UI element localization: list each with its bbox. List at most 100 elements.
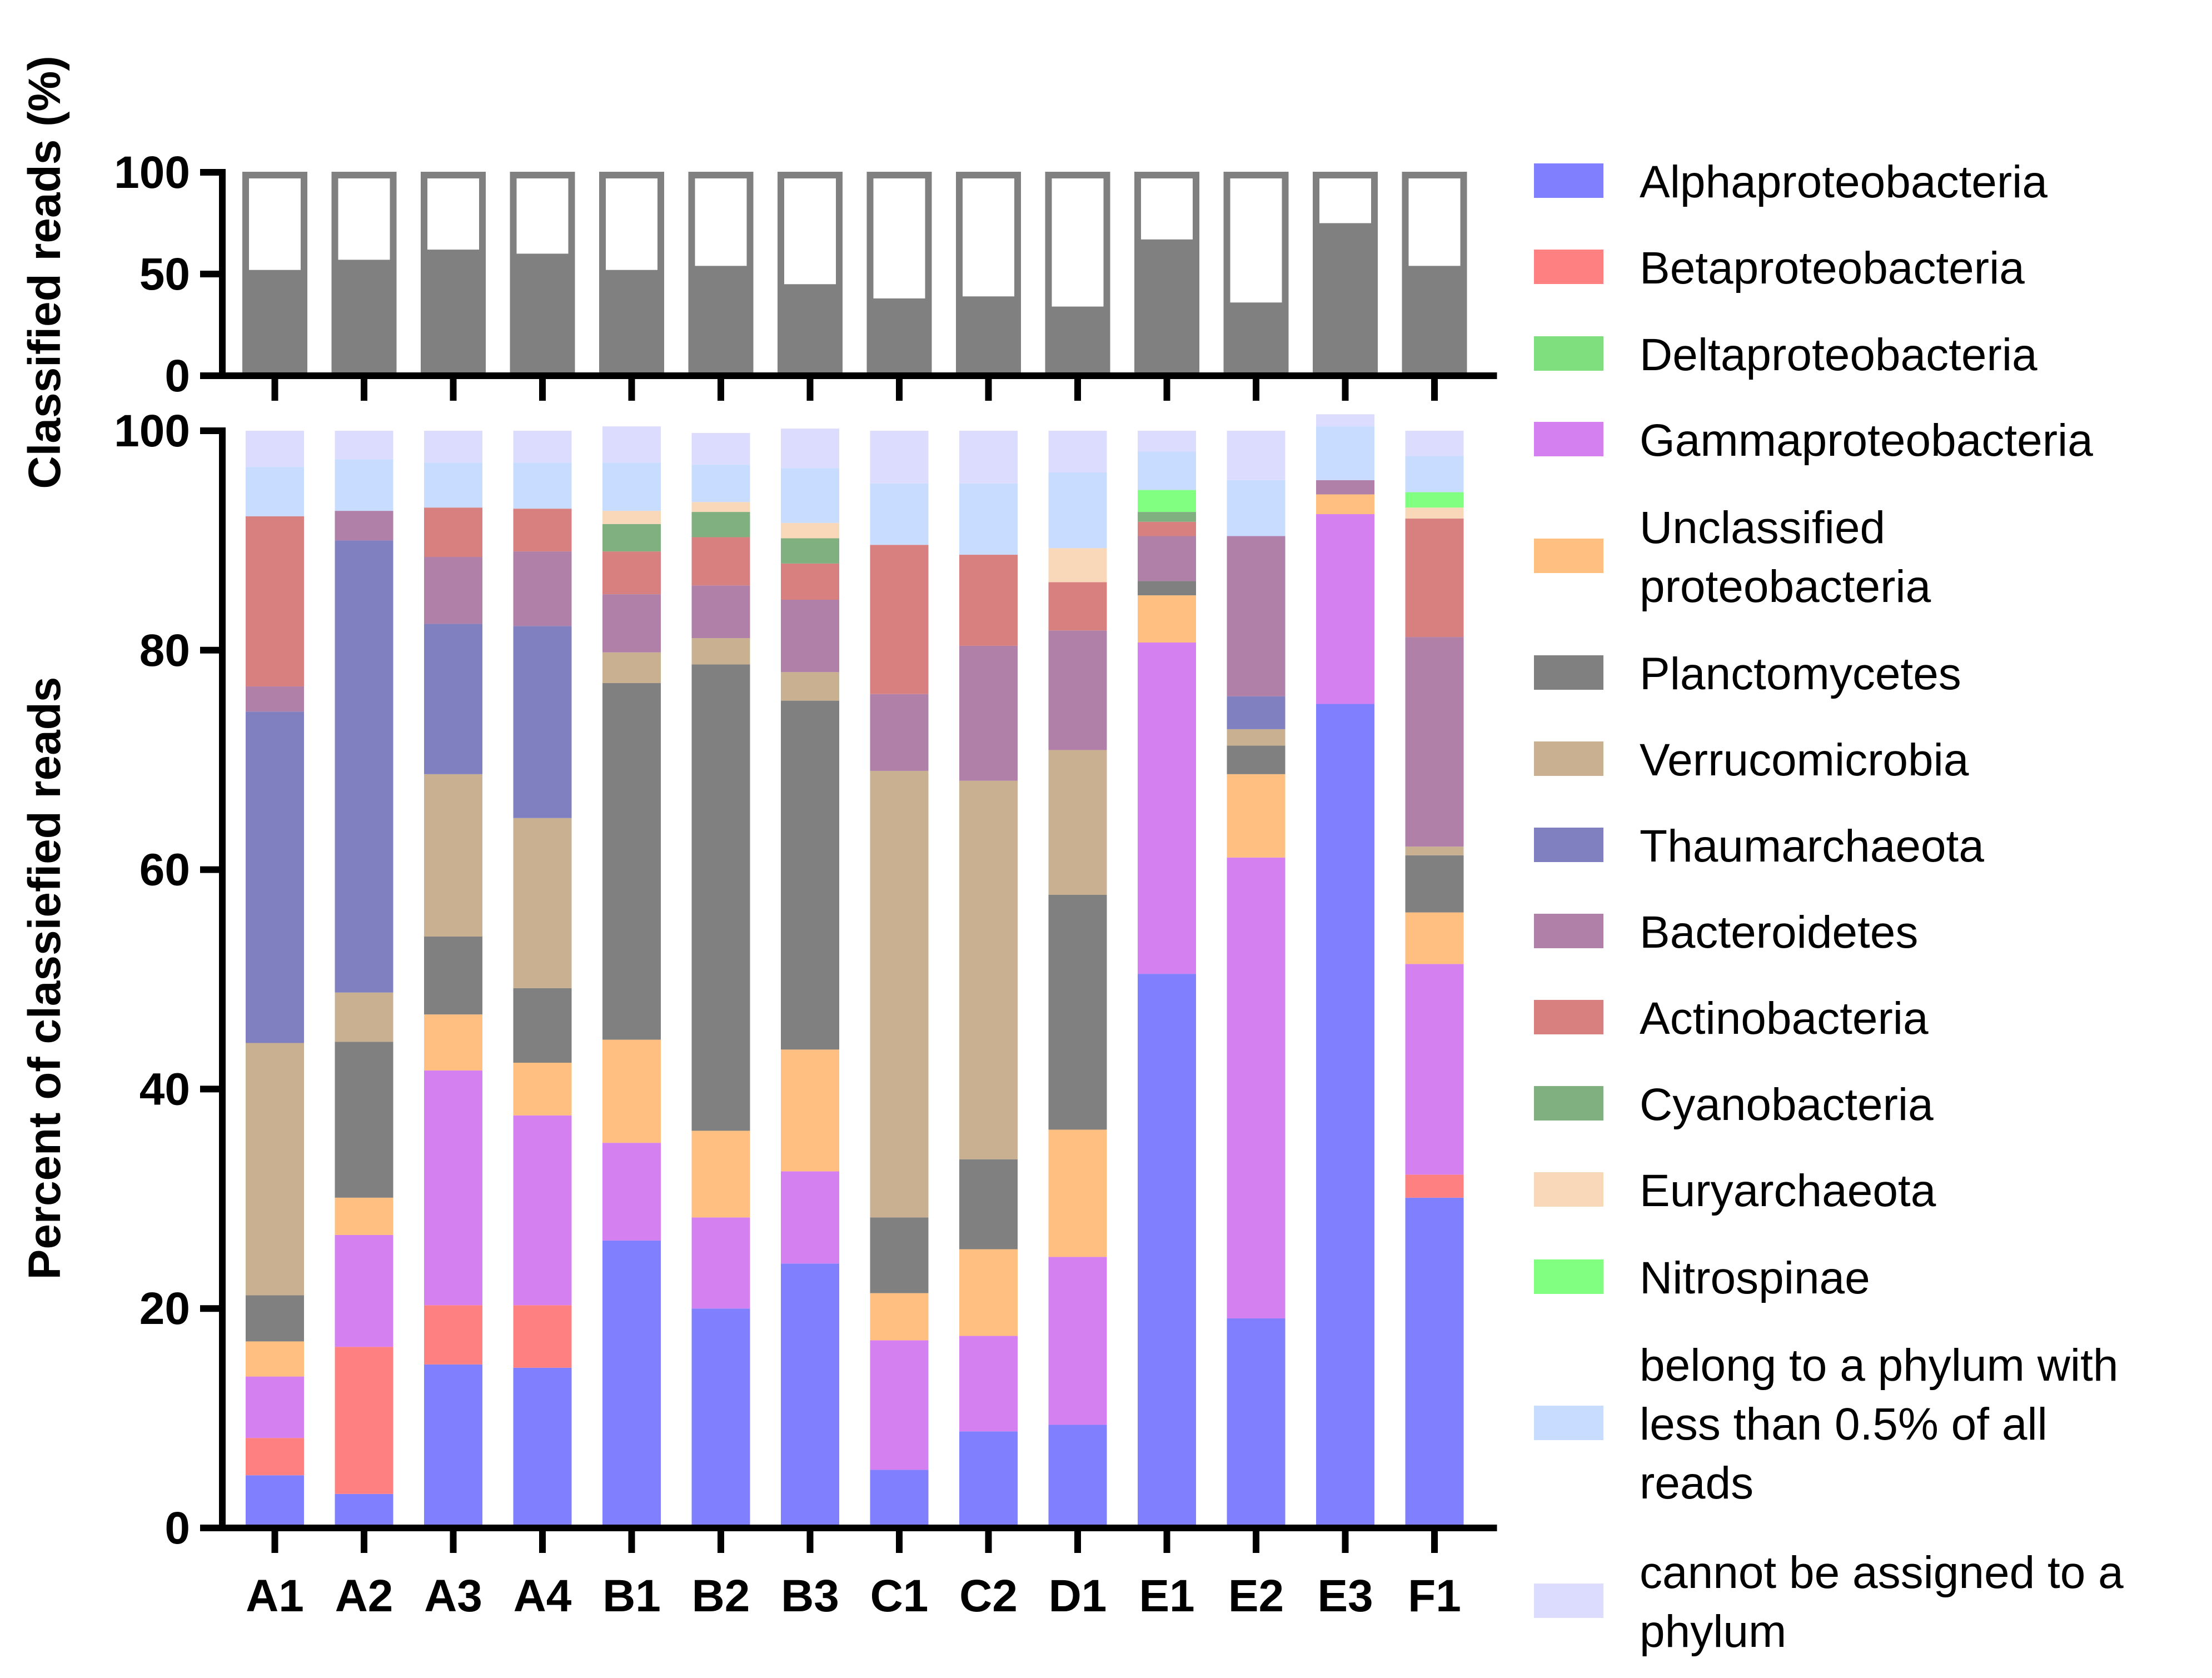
- classified-bar-C1: [870, 298, 929, 376]
- bottom-y-tick-label: 100: [114, 406, 190, 456]
- segment-B2-euryarchaeota: [691, 502, 750, 512]
- classified-bar-C2: [959, 296, 1018, 376]
- segment-B3-alphaproteobacteria: [781, 1263, 839, 1528]
- legend-label-line: Bacteroidetes: [1640, 907, 1918, 958]
- segment-A3-planctomycetes: [424, 937, 482, 1015]
- x-tick-label-D1: D1: [1049, 1571, 1107, 1621]
- segment-E2-gammaproteobacteria: [1227, 857, 1286, 1318]
- segment-F1-gammaproteobacteria: [1405, 964, 1464, 1175]
- legend-swatch-deltaproteobacteria: [1534, 336, 1603, 371]
- legend-swatch-gammaproteobacteria: [1534, 422, 1603, 456]
- segment-B3-planctomycetes: [781, 700, 839, 1050]
- segment-E3-cannot-be-assigned-to-a: [1316, 414, 1374, 427]
- segment-C1-belong-to-a-phylum-with: [870, 483, 929, 545]
- segment-A4-gammaproteobacteria: [513, 1115, 572, 1306]
- segment-B2-actinobacteria: [691, 537, 750, 586]
- segment-A3-alphaproteobacteria: [424, 1364, 482, 1528]
- segment-B1-cannot-be-assigned-to-a: [602, 426, 661, 463]
- x-tick-label-F1: F1: [1408, 1571, 1461, 1621]
- segment-A4-thaumarchaeota: [513, 626, 572, 818]
- segment-E1-cyanobacteria: [1138, 512, 1196, 522]
- segment-A1-cannot-be-assigned-to-a: [246, 431, 304, 467]
- segment-A1-gammaproteobacteria: [246, 1376, 304, 1438]
- segment-F1-verrucomicrobia: [1405, 847, 1464, 855]
- segment-E2-alphaproteobacteria: [1227, 1318, 1286, 1528]
- segment-B1-verrucomicrobia: [602, 652, 661, 684]
- segment-E1-planctomycetes: [1138, 581, 1196, 596]
- legend-swatch-verrucomicrobia: [1534, 741, 1603, 776]
- segment-A2-unclassified: [335, 1197, 393, 1235]
- legend-swatch-nitrospinae: [1534, 1259, 1603, 1294]
- segment-A3-bacteroidetes: [424, 557, 482, 624]
- segment-C1-gammaproteobacteria: [870, 1340, 929, 1470]
- legend-label-line: cannot be assigned to a: [1640, 1547, 2124, 1598]
- legend-swatch-bacteroidetes: [1534, 914, 1603, 948]
- top-panel: 0 50 100 Classified reads (%): [19, 56, 1497, 489]
- segment-A4-betaproteobacteria: [513, 1305, 572, 1368]
- segment-C2-alphaproteobacteria: [959, 1431, 1018, 1528]
- legend-label-line: less than 0.5% of all: [1640, 1399, 2047, 1450]
- segment-F1-euryarchaeota: [1405, 507, 1464, 519]
- classified-bar-A2: [335, 260, 393, 376]
- segment-E2-cannot-be-assigned-to-a: [1227, 431, 1286, 480]
- legend-swatch-belong-to-a-phylum-with: [1534, 1406, 1603, 1440]
- segment-A3-thaumarchaeota: [424, 624, 482, 774]
- segment-A3-belong-to-a-phylum-with: [424, 462, 482, 508]
- segment-B1-bacteroidetes: [602, 594, 661, 653]
- segment-A4-bacteroidetes: [513, 551, 572, 626]
- segment-B1-unclassified: [602, 1039, 661, 1143]
- classified-bar-E1: [1138, 239, 1196, 376]
- legend-label-unclassified: Unclassified proteobacteria: [1640, 502, 1931, 612]
- segment-B3-bacteroidetes: [781, 599, 839, 673]
- segment-C1-planctomycetes: [870, 1217, 929, 1293]
- classified-bar-A1: [246, 270, 304, 376]
- segment-A1-planctomycetes: [246, 1295, 304, 1342]
- segment-B1-actinobacteria: [602, 551, 661, 595]
- segment-A4-planctomycetes: [513, 988, 572, 1063]
- bottom-y-tick-label: 0: [165, 1503, 190, 1553]
- segment-A1-unclassified: [246, 1341, 304, 1377]
- legend-label-nitrospinae: Nitrospinae: [1640, 1253, 1870, 1303]
- classified-bar-B2: [691, 266, 750, 376]
- segment-A2-belong-to-a-phylum-with: [335, 459, 393, 511]
- legend-label-thaumarchaeota: Thaumarchaeota: [1640, 821, 1984, 872]
- segment-C2-unclassified: [959, 1249, 1018, 1336]
- segment-C2-belong-to-a-phylum-with: [959, 483, 1018, 555]
- legend: Alphaproteobacteria Betaproteobacteria Del…: [1534, 157, 2124, 1657]
- segment-A4-verrucomicrobia: [513, 818, 572, 988]
- segment-C1-verrucomicrobia: [870, 770, 929, 1218]
- segment-A1-verrucomicrobia: [246, 1043, 304, 1296]
- segment-B1-cyanobacteria: [602, 524, 661, 552]
- segment-A2-verrucomicrobia: [335, 992, 393, 1042]
- segment-B3-actinobacteria: [781, 563, 839, 600]
- segment-B3-gammaproteobacteria: [781, 1171, 839, 1264]
- segment-B3-belong-to-a-phylum-with: [781, 468, 839, 523]
- legend-label-euryarchaeota: Euryarchaeota: [1640, 1166, 1936, 1216]
- segment-E3-belong-to-a-phylum-with: [1316, 426, 1374, 480]
- segment-A2-planctomycetes: [335, 1042, 393, 1198]
- segment-D1-actinobacteria: [1048, 582, 1107, 631]
- segment-C1-bacteroidetes: [870, 694, 929, 771]
- segment-E2-planctomycetes: [1227, 745, 1286, 774]
- x-tick-label-C1: C1: [870, 1571, 929, 1621]
- segment-A4-belong-to-a-phylum-with: [513, 462, 572, 509]
- segment-C2-actinobacteria: [959, 555, 1018, 646]
- legend-label-actinobacteria: Actinobacteria: [1640, 993, 1929, 1044]
- segment-B3-unclassified: [781, 1049, 839, 1172]
- legend-label-line: Deltaproteobacteria: [1640, 330, 2037, 380]
- legend-label-line: Unclassified: [1640, 502, 1885, 553]
- legend-label-bacteroidetes: Bacteroidetes: [1640, 907, 1918, 958]
- segment-D1-planctomycetes: [1048, 895, 1107, 1130]
- segment-E2-bacteroidetes: [1227, 536, 1286, 696]
- legend-swatch-alphaproteobacteria: [1534, 163, 1603, 198]
- segment-D1-cannot-be-assigned-to-a: [1048, 431, 1107, 473]
- segment-B1-alphaproteobacteria: [602, 1240, 661, 1528]
- top-y-tick-label: 0: [165, 351, 190, 401]
- x-tick-label-A1: A1: [246, 1571, 304, 1621]
- segment-E3-bacteroidetes: [1316, 480, 1374, 495]
- legend-label-deltaproteobacteria: Deltaproteobacteria: [1640, 330, 2037, 380]
- classified-bar-F1: [1405, 266, 1464, 376]
- segment-E1-cannot-be-assigned-to-a: [1138, 431, 1196, 452]
- bottom-y-tick-label: 40: [140, 1064, 190, 1114]
